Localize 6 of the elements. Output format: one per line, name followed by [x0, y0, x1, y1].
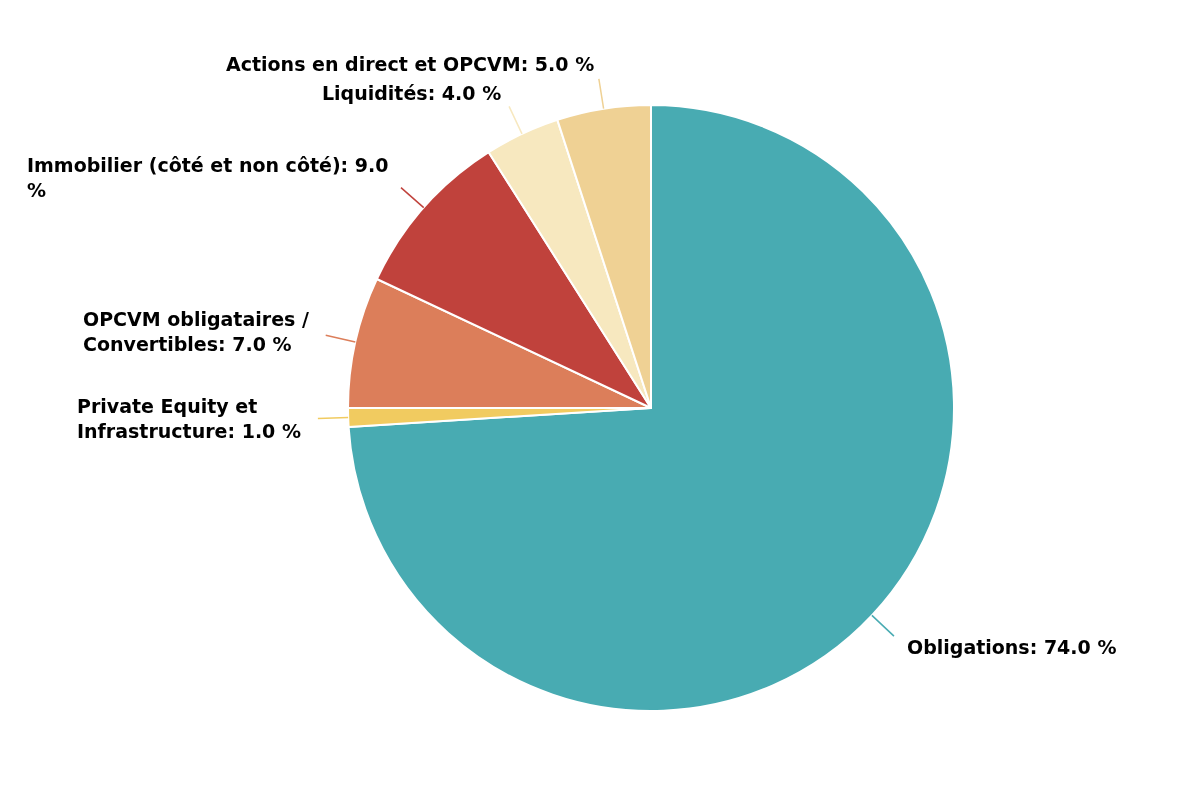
slice-label: Private Equity et Infrastructure: 1.0 % — [77, 395, 301, 442]
slice-label: OPCVM obligataires / Convertibles: 7.0 % — [83, 308, 309, 355]
slice-label: Liquidités: 4.0 % — [322, 82, 502, 104]
slice-label: Actions en direct et OPCVM: 5.0 % — [226, 53, 595, 75]
slice-label: Obligations: 74.0 % — [907, 636, 1117, 658]
slice-label: Immobilier (côté et non côté): 9.0 % — [27, 154, 389, 201]
